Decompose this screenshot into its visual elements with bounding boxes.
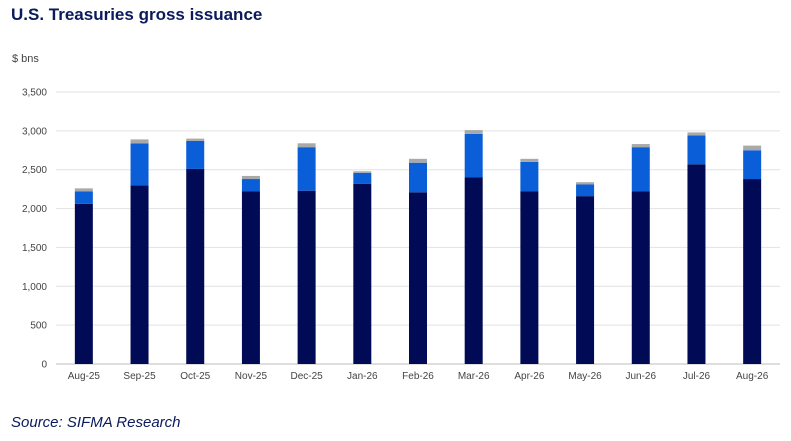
x-tick-label: Aug-25 bbox=[68, 371, 101, 382]
bar-segment-top bbox=[186, 138, 205, 141]
x-tick-label: Feb-26 bbox=[402, 371, 434, 382]
bar-segment-middle bbox=[631, 147, 650, 192]
bar-segment-middle bbox=[297, 147, 316, 191]
y-tick-label: 2,000 bbox=[22, 204, 47, 215]
x-tick-label: Jan-26 bbox=[347, 371, 378, 382]
x-tick-label: Mar-26 bbox=[458, 371, 490, 382]
chart-title: U.S. Treasuries gross issuance bbox=[11, 5, 263, 24]
y-tick-label: 3,500 bbox=[22, 88, 47, 99]
bar-segment-middle bbox=[464, 133, 483, 178]
bar-segment-middle bbox=[74, 191, 93, 204]
bar-segment-top bbox=[353, 171, 372, 173]
bar-segment-base bbox=[297, 190, 316, 364]
x-tick-label: Apr-26 bbox=[514, 371, 544, 382]
source-note: Source: SIFMA Research bbox=[11, 414, 181, 431]
bar-segment-base bbox=[743, 179, 762, 364]
bar-segment-middle bbox=[520, 161, 539, 192]
gridlines bbox=[56, 91, 780, 365]
bar-segment-middle bbox=[353, 172, 372, 184]
x-tick-label: Dec-25 bbox=[290, 371, 323, 382]
y-tick-label: 3,000 bbox=[22, 126, 47, 137]
bar-segment-middle bbox=[186, 140, 205, 169]
bar-segment-middle bbox=[241, 179, 260, 192]
bar-segment-top bbox=[130, 139, 149, 144]
x-axis-ticks: Aug-25 Sep-25 Oct-25 Nov-25 Dec-25 Jan-26 Feb-… bbox=[68, 371, 769, 382]
bar-segment-middle bbox=[743, 150, 762, 180]
y-axis-unit-label: $ bns bbox=[12, 53, 39, 65]
x-tick-label: Sep-25 bbox=[123, 371, 156, 382]
bar-segment-top bbox=[520, 158, 539, 162]
bar-segment-top bbox=[687, 132, 706, 136]
y-tick-label: 2,500 bbox=[22, 165, 47, 176]
bar-segment-top bbox=[576, 182, 595, 185]
bar-segment-base bbox=[186, 168, 205, 364]
bar-segment-middle bbox=[576, 184, 595, 197]
y-tick-label: 500 bbox=[30, 321, 47, 332]
x-tick-label: Jul-26 bbox=[683, 371, 711, 382]
y-tick-label: 0 bbox=[41, 360, 47, 371]
bar-segment-base bbox=[687, 164, 706, 364]
bar-segment-base bbox=[130, 185, 149, 364]
bar-segment-top bbox=[297, 143, 316, 148]
bar-segment-middle bbox=[409, 162, 427, 193]
bar-segment-top bbox=[74, 188, 93, 192]
bar-segment-base bbox=[241, 191, 260, 364]
bar-segment-base bbox=[409, 192, 427, 364]
bar-segment-base bbox=[576, 196, 595, 364]
bars bbox=[74, 130, 762, 364]
x-tick-label: Oct-25 bbox=[180, 371, 210, 382]
x-tick-label: May-26 bbox=[568, 371, 602, 382]
x-tick-label: Aug-26 bbox=[736, 371, 769, 382]
bar-segment-middle bbox=[130, 143, 149, 186]
bar-segment-top bbox=[409, 158, 427, 163]
y-tick-label: 1,000 bbox=[22, 282, 47, 293]
bar-segment-base bbox=[520, 191, 539, 364]
y-axis-ticks: 0 500 1,000 1,500 2,000 2,500 3,000 3,500 bbox=[22, 88, 47, 371]
x-tick-label: Nov-25 bbox=[235, 371, 268, 382]
bar-segment-top bbox=[241, 175, 260, 180]
bar-segment-top bbox=[464, 130, 483, 134]
x-tick-label: Jun-26 bbox=[625, 371, 656, 382]
bar-segment-base bbox=[353, 183, 372, 364]
bar-segment-base bbox=[464, 177, 483, 364]
bar-segment-base bbox=[74, 203, 93, 364]
y-tick-label: 1,500 bbox=[22, 243, 47, 254]
bar-segment-base bbox=[631, 191, 650, 364]
bar-segment-top bbox=[631, 144, 650, 148]
bar-segment-middle bbox=[687, 135, 706, 165]
bar-segment-top bbox=[743, 145, 762, 151]
